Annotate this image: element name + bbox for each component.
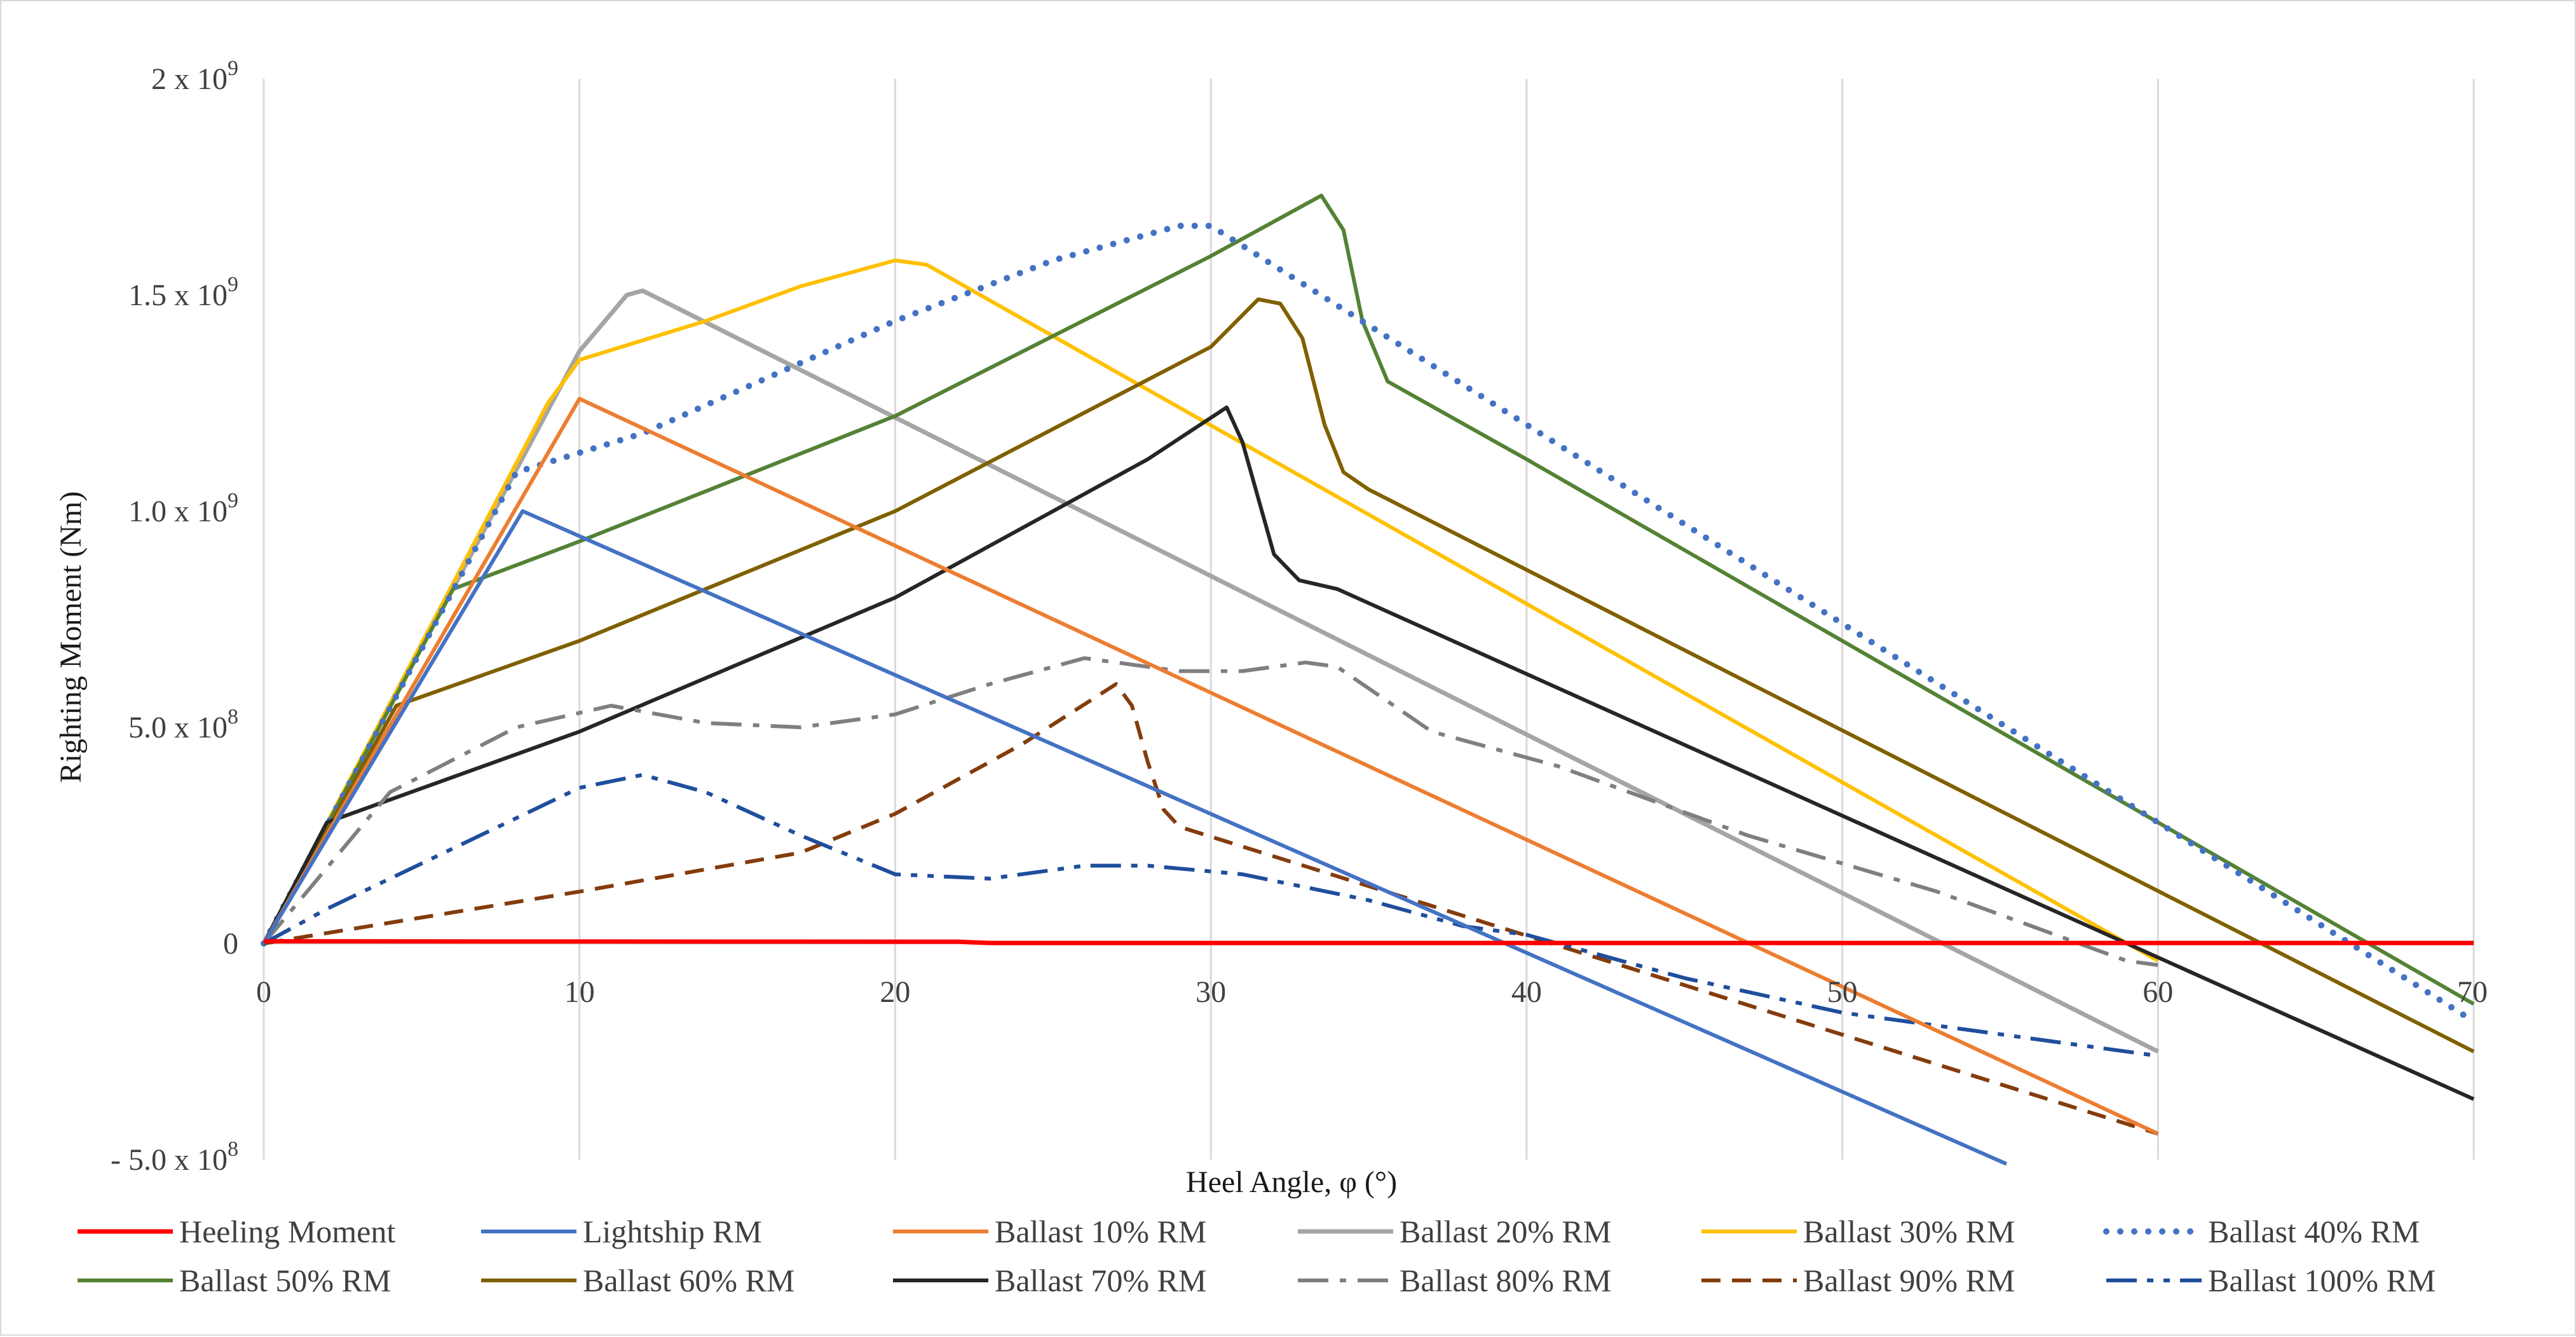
x-tick-label: 40	[1511, 975, 1542, 1009]
legend-label: Ballast 10% RM	[995, 1214, 1206, 1249]
legend-label: Ballast 90% RM	[1803, 1263, 2015, 1298]
y-tick-mantissa: 0	[223, 927, 238, 961]
series-line-ballast-50pct-rm	[262, 193, 2475, 1006]
y-tick-mantissa: 2 x 10	[151, 62, 228, 96]
series-line-ballast-70pct-rm	[262, 405, 2475, 1101]
series-line-ballast-40pct-rm	[261, 223, 2477, 1025]
series-line-ballast-80pct-rm	[262, 656, 2158, 967]
y-tick-label: - 5.0 x 108	[111, 1137, 238, 1177]
legend-label: Ballast 100% RM	[2208, 1263, 2436, 1298]
y-tick-mantissa: 1.5 x 10	[128, 278, 228, 312]
series-line-ballast-10pct-rm	[262, 397, 2159, 1135]
y-tick-label: 0	[223, 927, 238, 961]
x-tick-label: 50	[1827, 975, 1858, 1009]
legend-label: Ballast 70% RM	[995, 1263, 1206, 1298]
x-tick-label: 0	[256, 975, 271, 1009]
legend-label: Ballast 30% RM	[1803, 1214, 2015, 1249]
y-tick-label: 1.5 x 109	[128, 273, 238, 312]
x-axis-title: Heel Angle, φ (°)	[1186, 1165, 1397, 1199]
legend-label: Ballast 60% RM	[583, 1263, 794, 1298]
y-tick-mantissa: - 5.0 x 10	[111, 1143, 228, 1177]
legend-label: Lightship RM	[583, 1214, 762, 1249]
legend-label: Heeling Moment	[179, 1214, 395, 1249]
series-line-ballast-90pct-rm	[263, 682, 2159, 1136]
legend-label: Ballast 50% RM	[179, 1263, 391, 1298]
x-tick-label: 60	[2143, 975, 2173, 1009]
y-axis-title: Righting Moment (Nm)	[54, 491, 88, 783]
series-line-ballast-100pct-rm	[262, 772, 2158, 1058]
legend-label: Ballast 20% RM	[1400, 1214, 1611, 1249]
series-line-lightship-rm	[262, 509, 2008, 1166]
y-tick-exponent: 8	[228, 1137, 238, 1161]
series-line-ballast-60pct-rm	[262, 297, 2475, 1053]
legend-label: Ballast 80% RM	[1400, 1263, 1611, 1298]
y-tick-exponent: 9	[228, 273, 238, 296]
y-tick-exponent: 8	[228, 705, 238, 729]
y-tick-label: 1.0 x 109	[128, 489, 238, 528]
legend: Heeling Moment Lightship RM Ballast 10% RM…	[78, 1214, 2436, 1298]
x-tick-label: 30	[1196, 975, 1226, 1009]
legend-label: Ballast 40% RM	[2208, 1214, 2420, 1249]
y-tick-label: 5.0 x 108	[128, 705, 238, 744]
x-tick-label: 10	[564, 975, 595, 1009]
x-tick-label: 70	[2457, 975, 2488, 1009]
y-tick-label: 2 x 109	[151, 57, 238, 96]
series-layer	[261, 193, 2477, 1166]
y-tick-exponent: 9	[228, 489, 238, 512]
series-line-heeling-moment	[263, 939, 2474, 945]
x-tick-label: 20	[880, 975, 910, 1009]
y-tick-mantissa: 1.0 x 10	[128, 495, 228, 528]
y-tick-mantissa: 5.0 x 10	[128, 711, 228, 744]
y-tick-exponent: 9	[228, 57, 238, 80]
series-line-ballast-30pct-rm	[262, 258, 2159, 963]
